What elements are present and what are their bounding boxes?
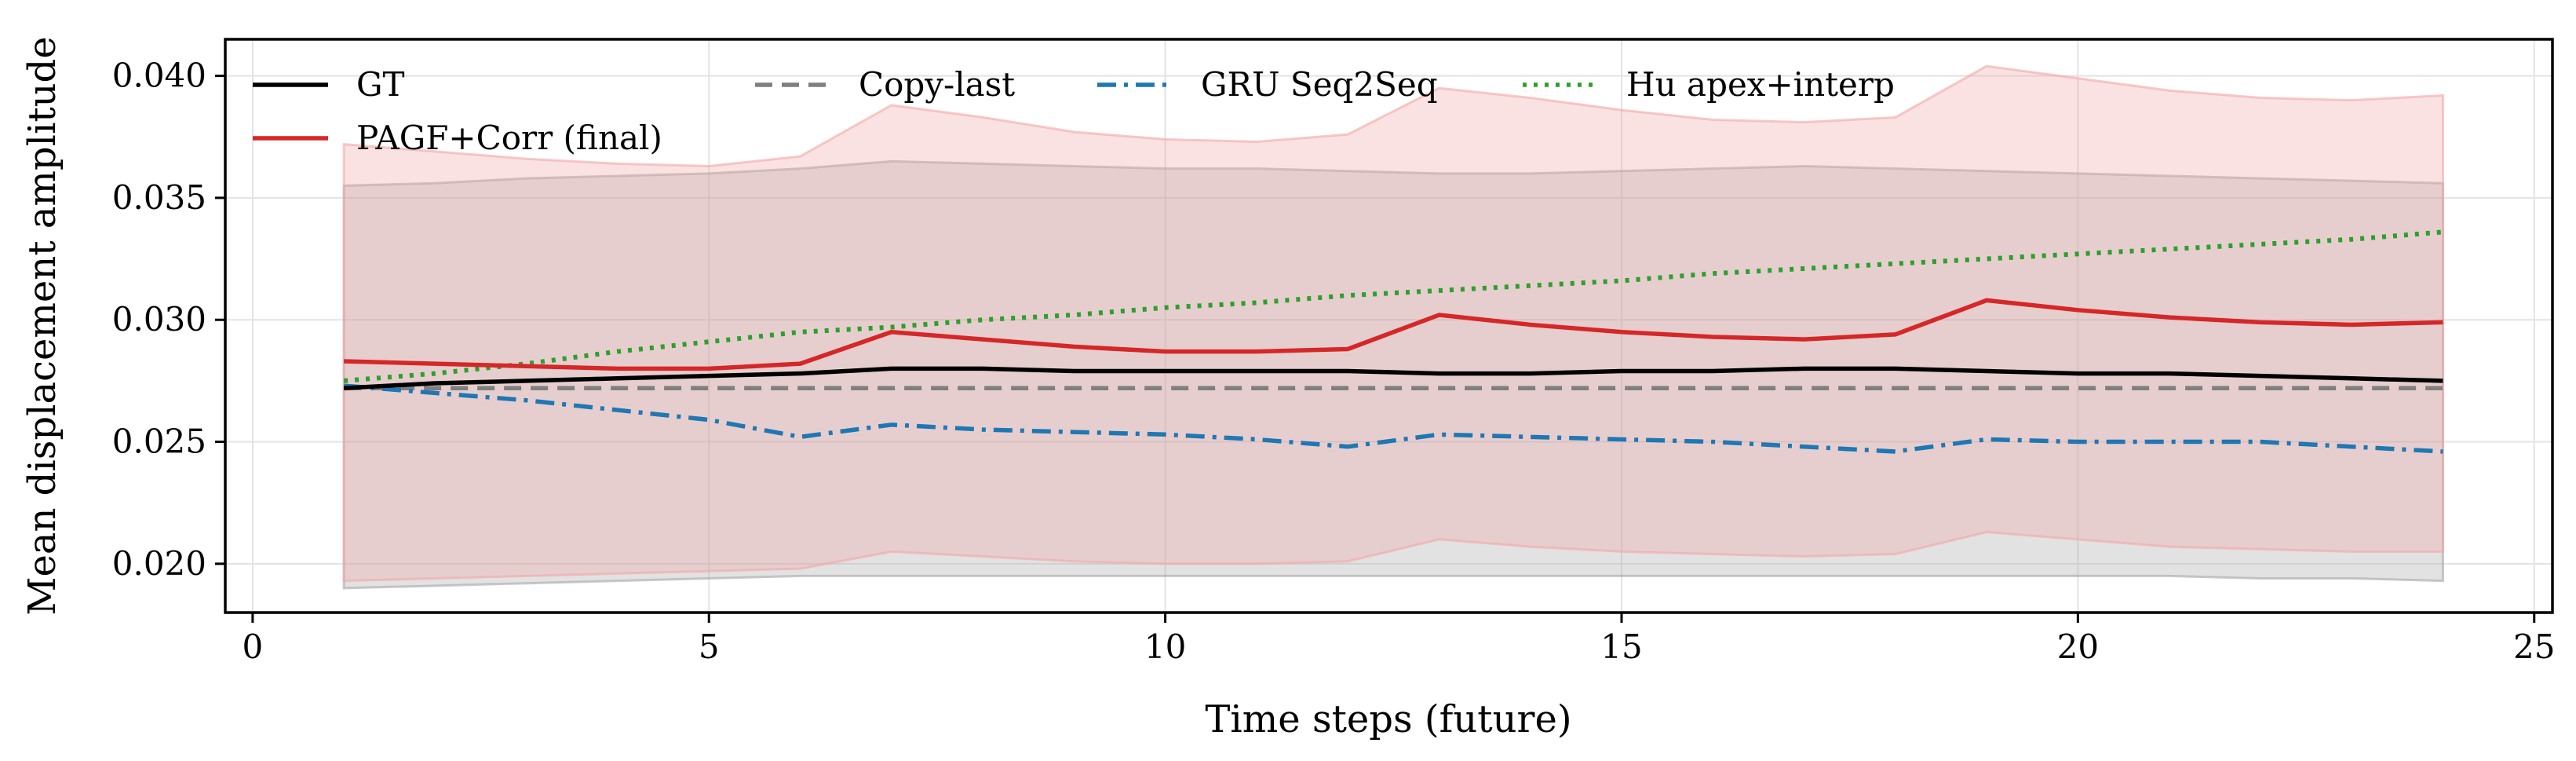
legend-label-4: Hu apex+interp bbox=[1626, 65, 1895, 104]
legend: GT PAGF+Corr (final) Copy-last GRU Seq2Seq H… bbox=[253, 65, 1895, 157]
band-1 bbox=[342, 64, 2444, 583]
series-line-0 bbox=[344, 366, 2443, 390]
series-line-3 bbox=[343, 383, 2443, 454]
x-tick-label-1: 5 bbox=[699, 627, 720, 666]
y-tick-label-1: 0.025 bbox=[112, 423, 206, 461]
series-lines bbox=[343, 229, 2443, 454]
band-0 bbox=[342, 159, 2444, 590]
legend-label-0: GT bbox=[356, 65, 405, 104]
x-tick-label-4: 20 bbox=[2057, 627, 2099, 666]
x-tick-label-5: 25 bbox=[2513, 627, 2555, 666]
y-tick-label-2: 0.030 bbox=[112, 300, 206, 338]
y-tick-label-0: 0.020 bbox=[112, 544, 206, 583]
x-axis-ticks: 0 5 10 15 20 25 bbox=[243, 613, 2555, 666]
confidence-bands bbox=[342, 64, 2444, 590]
plot-frame bbox=[224, 38, 2554, 614]
y-axis-ticks: 0.020 0.025 0.030 0.035 0.040 bbox=[112, 57, 225, 583]
legend-label-3: GRU Seq2Seq bbox=[1201, 65, 1438, 104]
y-tick-label-3: 0.035 bbox=[112, 178, 206, 217]
y-axis-label: Mean displacement amplitude bbox=[20, 36, 64, 615]
x-axis-label: Time steps (future) bbox=[1205, 697, 1571, 741]
x-tick-label-0: 0 bbox=[243, 627, 264, 666]
legend-label-1: PAGF+Corr (final) bbox=[356, 119, 662, 157]
series-line-4 bbox=[343, 229, 2443, 383]
y-tick-label-4: 0.040 bbox=[112, 57, 206, 95]
series-line-1 bbox=[344, 298, 2443, 371]
legend-label-2: Copy-last bbox=[859, 65, 1015, 104]
x-tick-label-3: 15 bbox=[1600, 627, 1642, 666]
x-tick-label-2: 10 bbox=[1144, 627, 1186, 666]
grid-lines bbox=[225, 39, 2552, 613]
